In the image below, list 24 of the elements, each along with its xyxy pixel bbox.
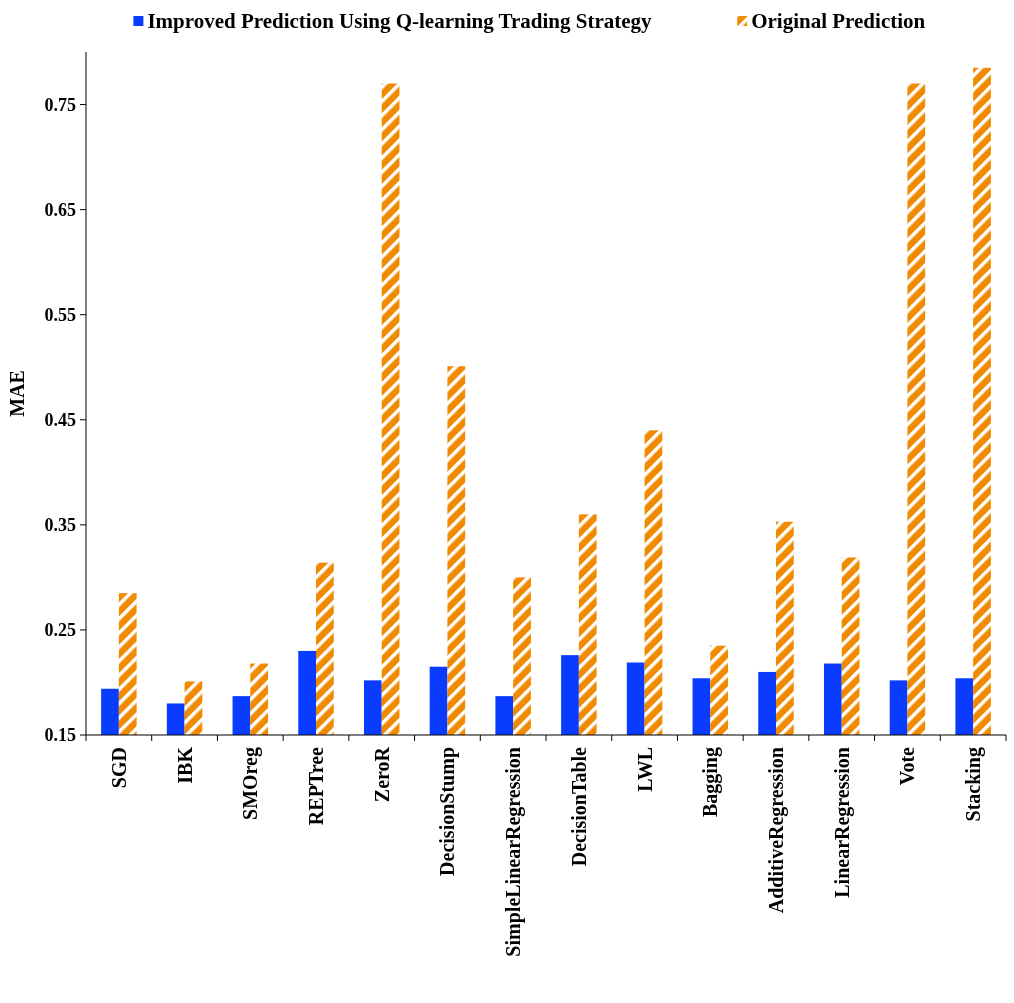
x-tick-label: REPTree [305,746,327,826]
x-tick-label: Stacking [962,747,986,822]
y-tick-label: 0.45 [44,410,76,431]
x-tick-label: DecisionStump [436,747,460,876]
x-tick-label: LinearRegression [830,747,854,898]
legend-label: Original Prediction [751,9,926,33]
x-tick-label: AdditiveRegression [765,747,788,914]
x-tick-label: LWL [633,747,656,792]
y-tick-label: 0.75 [44,94,76,115]
legend-label: Improved Prediction Using Q-learning Trading Strategy [147,9,653,33]
x-tick-label: IBK [173,746,196,784]
y-tick-label: 0.55 [44,304,76,325]
y-axis-title: MAE [6,370,28,417]
y-tick-label: 0.35 [44,515,76,536]
y-tick-label: 0.15 [44,725,76,746]
x-tick-label: Bagging [699,747,723,818]
x-tick-label: SMOreg [239,747,263,820]
x-tick-label: SGD [107,747,130,789]
y-tick-label: 0.25 [44,620,76,641]
x-tick-label: ZeroR [370,746,393,803]
x-tick-label: Vote [896,746,919,786]
y-tick-label: 0.65 [44,199,76,220]
x-tick-label: DecisionTable [567,746,590,867]
x-tick-label: SimpleLinearRegression [502,747,526,957]
